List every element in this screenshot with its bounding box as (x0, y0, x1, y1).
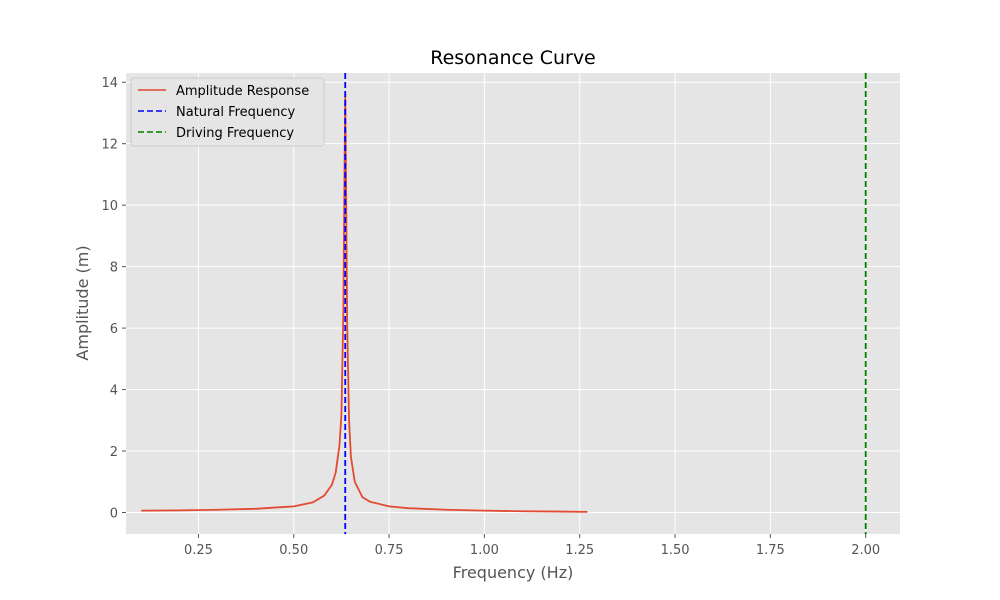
x-tick-label: 0.25 (184, 543, 213, 558)
series-layer (141, 73, 867, 534)
x-tick-label: 0.75 (375, 543, 404, 558)
chart-title: Resonance Curve (430, 47, 596, 69)
y-tick-label: 4 (110, 384, 118, 399)
legend: Amplitude Response Natural Frequency Dri… (130, 77, 325, 147)
x-tick-label: 1.50 (661, 543, 690, 558)
x-tick-label: 1.00 (470, 543, 499, 558)
x-tick-label: 0.50 (279, 543, 308, 558)
y-tick-label: 12 (101, 138, 118, 153)
x-axis-ticks: 0.25 0.50 0.75 1.00 1.25 1.50 1.75 2.00 (184, 534, 880, 558)
x-tick-label: 1.25 (565, 543, 594, 558)
y-tick-label: 0 (110, 506, 118, 521)
y-tick-label: 6 (110, 322, 118, 337)
legend-label-amplitude-response: Amplitude Response (176, 84, 309, 99)
y-tick-label: 14 (101, 76, 118, 91)
legend-box (130, 77, 325, 147)
legend-label-natural-frequency: Natural Frequency (176, 105, 296, 120)
y-tick-label: 8 (110, 261, 118, 276)
legend-label-driving-frequency: Driving Frequency (176, 126, 294, 141)
plot-area (126, 73, 900, 534)
y-tick-label: 2 (110, 445, 118, 460)
y-axis-ticks: 0 2 4 6 8 10 12 14 (101, 76, 126, 521)
x-tick-label: 1.75 (756, 543, 785, 558)
y-axis-label: Amplitude (m) (73, 245, 92, 360)
y-tick-label: 10 (101, 199, 118, 214)
x-axis-label: Frequency (Hz) (453, 563, 574, 582)
x-tick-label: 2.00 (851, 543, 880, 558)
